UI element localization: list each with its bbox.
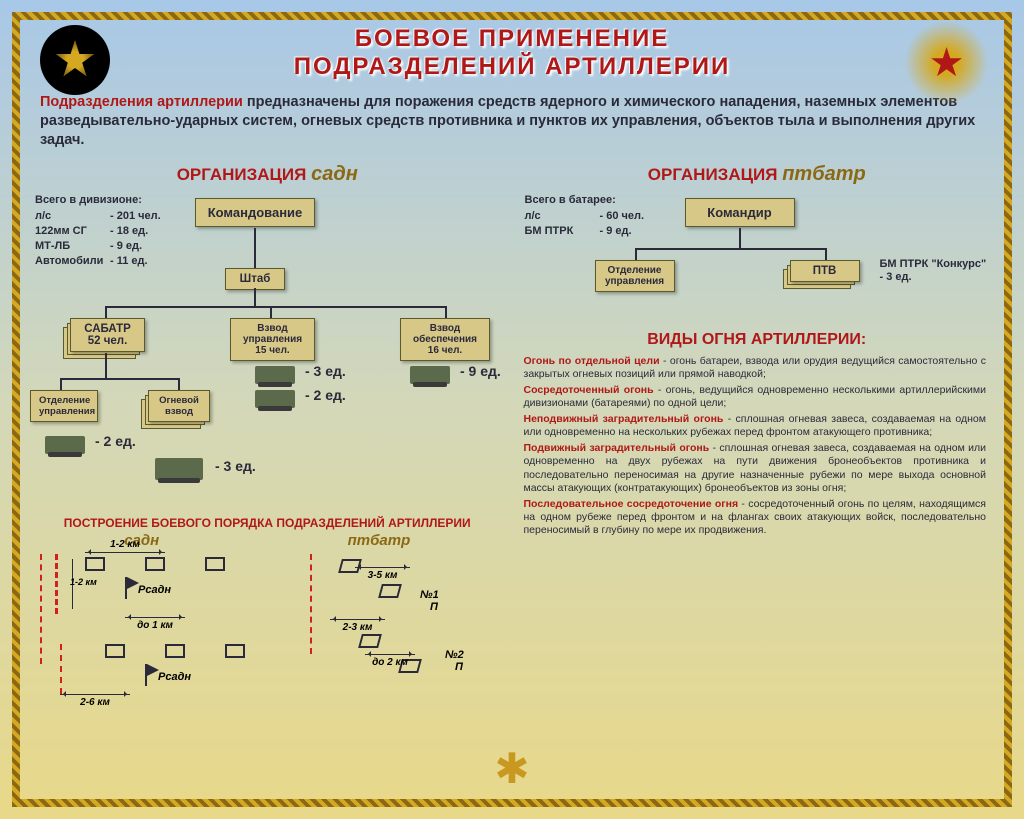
box-sabatr: САБАТР 52 чел. [70, 318, 145, 352]
box-commander: Командир [685, 198, 795, 227]
formation-heading: ПОСТРОЕНИЕ БОЕВОГО ПОРЯДКА ПОДРАЗДЕЛЕНИЙ… [30, 516, 505, 530]
intro-paragraph: Подразделения артиллерии предназначены д… [40, 93, 984, 150]
left-section-title: ОРГАНИЗАЦИЯ садн [30, 163, 505, 186]
tac-symbol [358, 634, 382, 648]
right-section-title: ОРГАНИЗАЦИЯ птбатр [520, 163, 995, 186]
right-column: ОРГАНИЗАЦИЯ птбатр Всего в батарее: л/с-… [520, 158, 995, 714]
box-otd-upr: Отделение управления [30, 390, 98, 422]
title-line2: ПОДРАЗДЕЛЕНИЙ АРТИЛЛЕРИИ [0, 53, 1024, 81]
tac-symbol [225, 644, 245, 658]
vehicle-icon [410, 366, 450, 384]
intro-lead: Подразделения артиллерии [40, 94, 243, 110]
emblem-right-icon [904, 20, 989, 105]
vehicle-icon [255, 366, 295, 384]
box-ogn-vzv: Огневой взвод [148, 390, 210, 422]
side-note: БМ ПТРК "Конкурс" - 3 ед. [880, 258, 987, 284]
main-title: БОЕВОЕ ПРИМЕНЕНИЕ ПОДРАЗДЕЛЕНИЙ АРТИЛЛЕР… [0, 0, 1024, 81]
count-3b: - 3 ед. [215, 458, 256, 474]
fire-types-title: ВИДЫ ОГНЯ АРТИЛЛЕРИИ: [520, 331, 995, 349]
box-command: Командование [195, 198, 315, 227]
unit-label: садн [311, 163, 358, 185]
count-2a: - 2 ед. [305, 387, 346, 403]
box-otd: Отделение управления [595, 260, 675, 292]
org-label: ОРГАНИЗАЦИЯ [177, 165, 311, 184]
tac-symbol [165, 644, 185, 658]
tac-symbol [205, 557, 225, 571]
count-9: - 9 ед. [460, 363, 501, 379]
formation-labels: садн птбатр [30, 532, 505, 549]
tac-symbol [378, 584, 402, 598]
title-line1: БОЕВОЕ ПРИМЕНЕНИЕ [0, 25, 1024, 53]
left-stats: Всего в дивизионе: л/с- 201 чел. 122мм С… [35, 193, 161, 269]
vehicle-icon [45, 436, 85, 454]
stats-header: Всего в батарее: [525, 193, 645, 208]
box-vzv-upr: Взвод управления 15 чел. [230, 318, 315, 361]
vehicle-icon [255, 390, 295, 408]
org-label: ОРГАНИЗАЦИЯ [648, 165, 782, 184]
vehicle-icon [155, 458, 203, 480]
box-ptv: ПТВ [790, 260, 860, 282]
left-column: ОРГАНИЗАЦИЯ садн Всего в дивизионе: л/с-… [30, 158, 505, 714]
unit-label: птбатр [782, 163, 866, 185]
fire-types-list: Огонь по отдельной цели - огонь батареи,… [520, 355, 995, 538]
box-hq: Штаб [225, 268, 285, 290]
tac-symbol [105, 644, 125, 658]
right-stats: Всего в батарее: л/с- 60 чел. БМ ПТРК- 9… [525, 193, 645, 240]
formation-diagram: Рсадн 1-2 км 1-2 км до 1 км Рсадн 2-6 км… [30, 549, 505, 714]
count-3a: - 3 ед. [305, 363, 346, 379]
emblem-bottom-icon [485, 744, 540, 799]
emblem-left-icon [40, 25, 110, 95]
count-2b: - 2 ед. [95, 433, 136, 449]
box-vzv-obes: Взвод обеспечения 16 чел. [400, 318, 490, 361]
stats-header: Всего в дивизионе: [35, 193, 161, 208]
